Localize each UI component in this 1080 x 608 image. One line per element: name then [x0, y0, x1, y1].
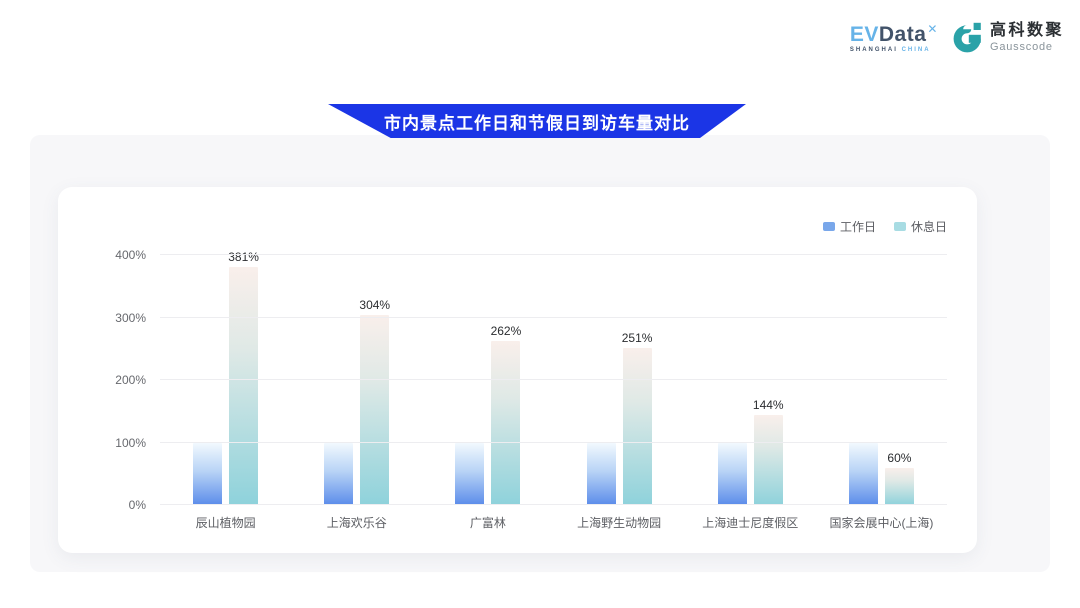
- gausscode-en-text: Gausscode: [989, 40, 1053, 53]
- bar-workday: [717, 442, 747, 505]
- x-axis-category-label: 上海欢乐谷: [326, 516, 387, 530]
- bar-value-label: 262%: [490, 324, 522, 339]
- evdata-data-text: Data: [878, 22, 927, 46]
- legend-item-restday[interactable]: 休息日: [893, 218, 947, 235]
- gridline: [160, 254, 947, 255]
- bar-restday: 304%: [359, 298, 390, 505]
- bar-workday: [455, 442, 485, 505]
- gausscode-logo: 高科数聚 Gausscode: [952, 22, 1064, 54]
- y-axis-tick-label: 300%: [115, 310, 146, 325]
- x-axis-category-label: 上海野生动物园: [577, 516, 662, 530]
- evdata-shanghai-text: SHANGHAI: [849, 46, 898, 53]
- bar-restday: 262%: [491, 324, 521, 505]
- legend-swatch-workday-icon: [822, 222, 835, 231]
- brand-logos: EVData✕ SHANGHAI CHINA 高科数聚 Gausscode: [850, 22, 1064, 54]
- legend-label-restday: 休息日: [910, 220, 947, 234]
- evdata-wordmark: EVData✕: [849, 21, 938, 46]
- bar-workday: [848, 442, 878, 505]
- evdata-x-icon: ✕: [927, 21, 938, 36]
- plot-area: 381% 304% 262% 251% 144% 60% 0% 100% 200% 300% 40…: [115, 248, 947, 512]
- bar-groups: 381% 304% 262% 251% 144% 60%: [160, 250, 947, 505]
- bar-workday: [324, 442, 354, 505]
- title-banner: 市内景点工作日和节假日到访车量对比: [328, 104, 746, 138]
- chart-card: 工作日 休息日 381% 304% 262% 251% 144% 60% 0% 100% 20…: [58, 187, 977, 553]
- page-title: 市内景点工作日和节假日到访车量对比: [384, 113, 690, 133]
- x-axis-category-label: 国家会展中心(上海): [829, 516, 934, 530]
- bar-chart: 工作日 休息日 381% 304% 262% 251% 144% 60% 0% 100% 20…: [115, 220, 947, 531]
- bar-value-label: 251%: [621, 331, 653, 346]
- bar-value-label: 304%: [359, 298, 391, 312]
- bar-group: 60%: [816, 255, 947, 505]
- x-axis-category-label: 辰山植物园: [195, 516, 256, 530]
- bar-group: 251%: [554, 255, 685, 505]
- bar-restday: 144%: [753, 398, 784, 505]
- bar-group: 381%: [160, 250, 291, 505]
- bar-restday: 381%: [228, 250, 259, 505]
- bar-group: 144%: [685, 255, 816, 505]
- evdata-ev-text: EV: [849, 22, 879, 46]
- y-axis-tick-label: 100%: [115, 435, 146, 450]
- y-axis-tick-label: 0%: [128, 498, 146, 512]
- gridline: [160, 504, 947, 505]
- evdata-china-text: CHINA: [901, 46, 931, 53]
- bar-workday: [586, 442, 616, 505]
- gridline: [160, 379, 947, 380]
- gausscode-wordmark: 高科数聚 Gausscode: [990, 22, 1064, 53]
- legend-label-workday: 工作日: [839, 220, 876, 234]
- bar-group: 262%: [422, 255, 553, 505]
- gausscode-g-icon: [953, 22, 981, 53]
- x-axis-category-label: 广富林: [469, 516, 506, 530]
- y-axis-tick-label: 400%: [115, 248, 146, 262]
- gausscode-cn-text: 高科数聚: [989, 22, 1064, 40]
- evdata-subtitle: SHANGHAI CHINA: [850, 47, 938, 53]
- gridline: [160, 441, 947, 443]
- x-axis-labels: 辰山植物园 上海欢乐谷 广富林 上海野生动物园 上海迪士尼度假区 国家会展中心(上海): [160, 514, 947, 531]
- bar-restday: 251%: [622, 331, 652, 505]
- x-axis-category-label: 上海迪士尼度假区: [702, 516, 799, 530]
- bar-restday: 60%: [884, 451, 914, 505]
- legend-swatch-restday-icon: [893, 222, 906, 231]
- bar-value-label: 381%: [228, 249, 259, 264]
- legend-item-workday[interactable]: 工作日: [822, 218, 876, 235]
- bar-value-label: 60%: [887, 450, 912, 465]
- evdata-logo: EVData✕ SHANGHAI CHINA: [849, 21, 938, 53]
- gridline: [160, 316, 947, 318]
- bar-group: 304%: [291, 255, 422, 505]
- bar-value-label: 144%: [752, 398, 784, 412]
- bar-workday: [193, 442, 223, 505]
- chart-legend: 工作日 休息日: [822, 218, 947, 235]
- y-axis-tick-label: 200%: [115, 373, 146, 387]
